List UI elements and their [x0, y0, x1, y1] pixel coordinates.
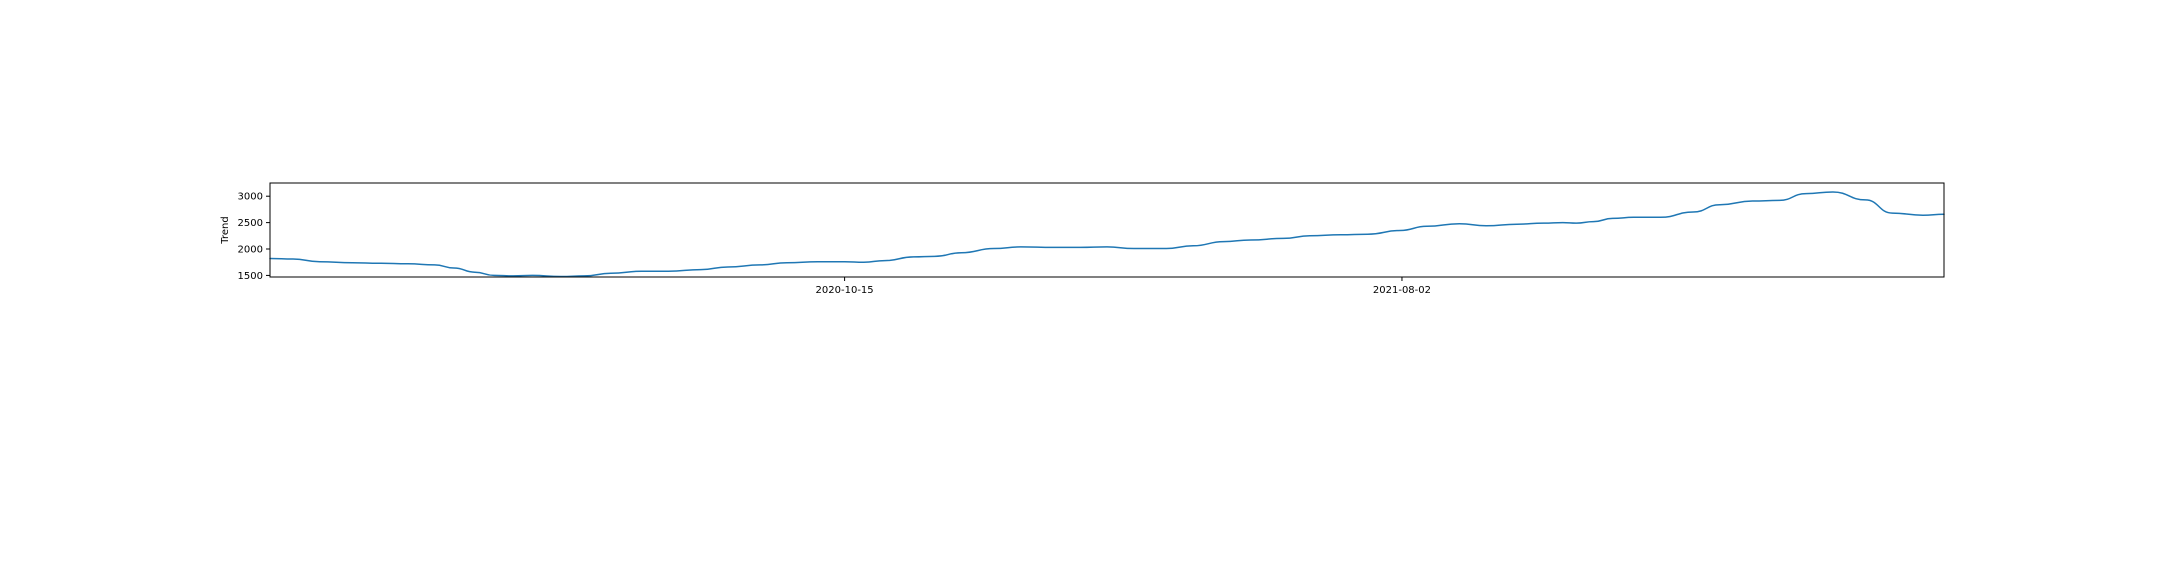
y-axis: 1500 2000 2500 3000 [238, 192, 270, 282]
y-tick-label: 3000 [238, 192, 263, 203]
plot-frame [269, 182, 1945, 278]
y-axis-label: Trend [220, 216, 231, 244]
y-tick-label: 2500 [238, 218, 263, 229]
series-line [269, 191, 1945, 278]
x-tick-label: 2020-10-15 [816, 285, 874, 296]
y-tick-label: 2000 [238, 245, 263, 256]
plot-area [269, 182, 1945, 278]
x-axis: 2020-10-15 2021-08-02 [816, 277, 1431, 296]
y-tick-label: 1500 [238, 271, 263, 282]
x-tick-label: 2021-08-02 [1373, 285, 1431, 296]
